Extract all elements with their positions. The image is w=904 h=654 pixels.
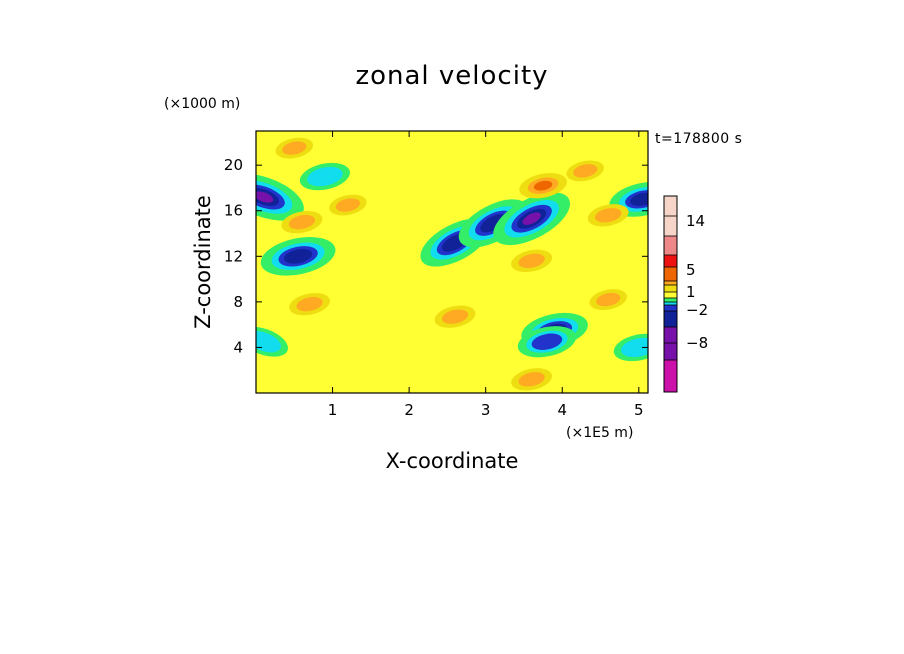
colorbar-tick-label: 5 xyxy=(686,261,696,279)
colorbar-tick-label: −2 xyxy=(686,301,708,319)
colorbar-segment xyxy=(664,281,677,285)
colorbar-segment xyxy=(664,236,677,255)
contour-region-13-1 xyxy=(518,253,545,269)
x-tick-label: 3 xyxy=(481,401,491,419)
contour-region-8-1 xyxy=(256,331,281,353)
x-axis: 1 2 3 4 5 xyxy=(328,131,644,419)
x-tick-label: 4 xyxy=(557,401,567,419)
colorbar-tick-label: 1 xyxy=(686,283,696,301)
contour-region-11-2 xyxy=(533,180,553,191)
colorbar-segment xyxy=(664,267,677,281)
colorbar-tick-label: 14 xyxy=(686,212,705,230)
contour-region-20-1 xyxy=(518,372,545,387)
contour-region-16-1 xyxy=(596,292,621,307)
x-tick-label: 5 xyxy=(634,401,644,419)
contour-region-12-1 xyxy=(296,296,323,312)
x-tick-label: 2 xyxy=(404,401,414,419)
x-unit-label: (×1E5 m) xyxy=(566,425,633,441)
colorbar-segment xyxy=(664,255,677,267)
contour-region-4-4 xyxy=(522,212,541,225)
colorbar-segment xyxy=(664,327,677,343)
contour-region-15-1 xyxy=(441,309,469,324)
contour-region-17-1 xyxy=(335,198,360,212)
colorbar: 14 5 1−2 −8 xyxy=(663,195,708,393)
colorbar-segment xyxy=(664,311,677,327)
colorbar-segment xyxy=(664,298,677,302)
chart-title: zonal velocity xyxy=(355,61,548,91)
contour-region-10-1 xyxy=(307,166,343,187)
contour-field xyxy=(256,131,648,393)
contour-region-7-2 xyxy=(531,333,563,350)
y-unit-label: (×1000 m) xyxy=(164,96,240,112)
contour-region-0-4 xyxy=(256,191,274,203)
y-axis-title: Z-coordinate xyxy=(191,195,215,329)
contour-region-18-1 xyxy=(282,141,307,155)
contour-region-21-1 xyxy=(573,164,598,178)
contour-region-1-3 xyxy=(283,248,313,264)
colorbar-segment xyxy=(664,196,677,216)
colorbar-segment xyxy=(664,285,677,292)
colorbar-tick-label: −8 xyxy=(686,334,708,352)
time-label: t=178800 s xyxy=(655,131,742,147)
colorbar-segment xyxy=(664,360,677,392)
contour-region-14-1 xyxy=(595,208,622,223)
contour-region-19-1 xyxy=(288,214,316,230)
colorbar-segment xyxy=(664,216,677,236)
y-axis: 4 8 12 16 20 xyxy=(224,156,648,356)
x-axis-title: X-coordinate xyxy=(386,449,519,473)
colorbar-segment xyxy=(664,292,677,298)
colorbar-frame xyxy=(663,195,678,393)
y-tick-label: 4 xyxy=(233,338,243,356)
plot-frame xyxy=(255,130,649,394)
contour-region-5-3 xyxy=(630,192,648,206)
colorbar-segment xyxy=(664,302,677,305)
y-tick-label: 8 xyxy=(233,293,243,311)
colorbar-segment xyxy=(664,343,677,360)
colorbar-segment xyxy=(664,305,677,311)
y-tick-label: 20 xyxy=(224,156,243,174)
contour-region-3-3 xyxy=(480,214,507,233)
y-tick-label: 12 xyxy=(224,247,243,265)
y-tick-label: 16 xyxy=(224,202,243,220)
x-tick-label: 1 xyxy=(328,401,338,419)
